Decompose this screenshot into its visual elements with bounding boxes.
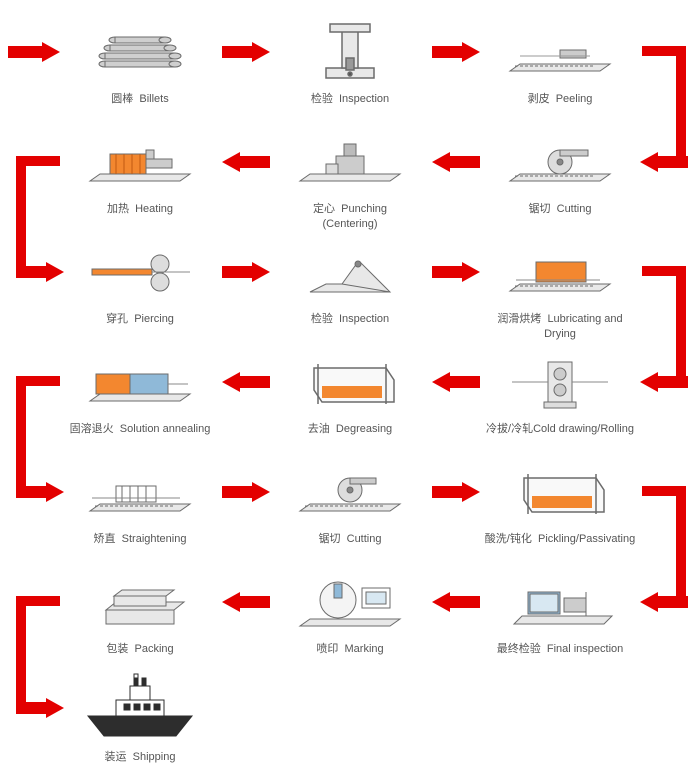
lubricating-icon [500,236,620,306]
marking-label: 喷印 Marking [270,642,430,657]
step-billets: 圆棒 Billets [60,16,220,107]
arrow-wrap-r1 [16,262,64,282]
wrap-r1-left-v [16,156,26,272]
step-heating: 加热 Heating [60,126,220,217]
packing-icon [80,566,200,636]
cutting2-label: 锯切 Cutting [270,532,430,547]
arrow-r2-2 [432,262,480,282]
colddrawing-icon [500,346,620,416]
inspection2-label: 检验 Inspection [270,312,430,327]
inspection1-label: 检验 Inspection [270,92,430,107]
annealing-icon [80,346,200,416]
peeling-label: 剥皮 Peeling [480,92,640,107]
arrow-wrap-r0 [640,152,688,172]
arrow-wrap-r3 [16,482,64,502]
step-lubricating: 润滑烘烤 Lubricating and Drying [480,236,640,342]
wrap-r2-right-v [676,266,686,382]
step-pickling: 酸洗/钝化 Pickling/Passivating [480,456,640,547]
arrow-r4-1 [222,482,270,502]
heating-label: 加热 Heating [60,202,220,217]
finalinspection-icon [500,566,620,636]
step-annealing: 固溶退火 Solution annealing [60,346,220,437]
final-label: 最终检验 Final inspection [480,642,640,657]
arrow-r3-1 [432,372,480,392]
heating-icon [80,126,200,196]
arrow-r3-2 [222,372,270,392]
billets-icon [80,16,200,86]
colddrawing-label: 冷拔/冷轧Cold drawing/Rolling [480,422,640,437]
arrow-r0-2 [432,42,480,62]
step-punching: 定心 Punching (Centering) [270,126,430,232]
piercing-label: 穿孔 Piercing [60,312,220,327]
inspection2-icon [290,236,410,306]
arrow-r1-1 [432,152,480,172]
marking-icon [290,566,410,636]
step-degreasing: 去油 Degreasing [270,346,430,437]
wrap-r3-left-v [16,376,26,492]
arrow-wrap-r4 [640,592,688,612]
step-inspection-2: 检验 Inspection [270,236,430,327]
straightening-label: 矫直 Straightening [60,532,220,547]
shipping-icon [80,666,200,744]
peeling-icon [500,16,620,86]
pickling-icon [500,456,620,526]
wrap-r5-left-v [16,596,26,708]
step-piercing: 穿孔 Piercing [60,236,220,327]
step-marking: 喷印 Marking [270,566,430,657]
arrow-wrap-r5 [16,698,64,718]
degreasing-icon [290,346,410,416]
step-straightening: 矫直 Straightening [60,456,220,547]
step-colddrawing: 冷拔/冷轧Cold drawing/Rolling [480,346,640,437]
shipping-label: 装运 Shipping [60,750,220,765]
punching-icon [290,126,410,196]
straightening-icon [80,456,200,526]
step-final-inspection: 最终检验 Final inspection [480,566,640,657]
cutting1-label: 锯切 Cutting [480,202,640,217]
step-packing: 包装 Packing [60,566,220,657]
arrow-r5-2 [222,592,270,612]
wrap-r0-right-v [676,46,686,162]
degreasing-label: 去油 Degreasing [270,422,430,437]
arrow-in [8,42,60,62]
arrow-r0-1 [222,42,270,62]
arrow-r2-1 [222,262,270,282]
inspection-icon [290,16,410,86]
step-cutting-1: 锯切 Cutting [480,126,640,217]
step-peeling: 剥皮 Peeling [480,16,640,107]
arrow-r1-2 [222,152,270,172]
step-shipping: 装运 Shipping [60,666,220,765]
arrow-r5-1 [432,592,480,612]
punching-label: 定心 Punching (Centering) [270,202,430,232]
lubricating-label: 润滑烘烤 Lubricating and Drying [480,312,640,342]
cutting2-icon [290,456,410,526]
billets-label: 圆棒 Billets [60,92,220,107]
arrow-wrap-r2 [640,372,688,392]
wrap-r4-right-v [676,486,686,602]
cutting-icon [500,126,620,196]
step-cutting-2: 锯切 Cutting [270,456,430,547]
annealing-label: 固溶退火 Solution annealing [60,422,220,437]
arrow-r4-2 [432,482,480,502]
pickling-label: 酸洗/钝化 Pickling/Passivating [480,532,640,547]
step-inspection-1: 检验 Inspection [270,16,430,107]
packing-label: 包装 Packing [60,642,220,657]
piercing-icon [80,236,200,306]
